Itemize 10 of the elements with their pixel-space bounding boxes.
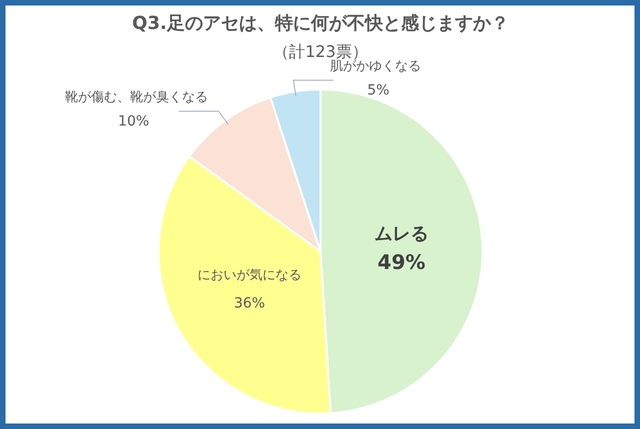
data-label: 10%	[118, 113, 150, 130]
slice-label: 肌がかゆくなる	[330, 58, 421, 74]
chart-subtitle: （計123票）	[273, 42, 368, 61]
slice-label: 靴が傷む、靴が臭くなる	[65, 90, 208, 105]
data-label: 36%	[234, 296, 266, 312]
data-label: 49%	[378, 250, 426, 274]
chart-title: Q3.足のアセは、特に何が不快と感じますか？	[132, 13, 509, 34]
slice-label: ムレる	[374, 223, 428, 244]
slice-label: においが気になる	[198, 268, 302, 284]
data-label: 5%	[367, 82, 390, 98]
